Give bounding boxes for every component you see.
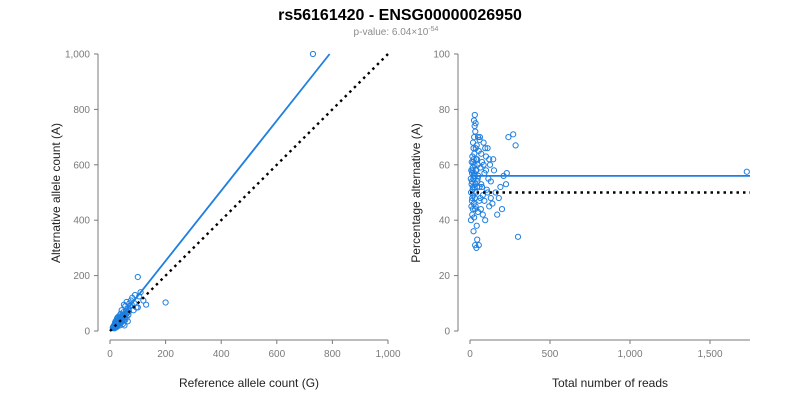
chart-1-data-point xyxy=(743,168,750,175)
chart-0-y-tick-label: 600 xyxy=(73,160,90,171)
chart-0-x-tick-label: 200 xyxy=(157,349,174,360)
chart-1-data-point xyxy=(486,161,494,168)
chart-1-data-point xyxy=(468,189,475,196)
chart-1-y-tick-label: 60 xyxy=(439,160,451,171)
chart-1-data-point xyxy=(490,156,497,163)
chart-1-y-tick-label: 40 xyxy=(439,216,451,227)
chart-0-y-tick-label: 0 xyxy=(84,327,90,338)
chart-0-y-tick-label: 200 xyxy=(73,271,90,282)
chart-1-data-point xyxy=(510,131,517,138)
chart-0-x-tick-label: 400 xyxy=(213,349,230,360)
chart-1-data-point xyxy=(483,186,490,193)
chart-1-data-point xyxy=(471,134,478,141)
chart-1-data-point xyxy=(469,194,476,202)
chart-1-y-tick-label: 100 xyxy=(433,50,450,61)
chart-0-data-point xyxy=(134,273,141,281)
chart-1-data-point xyxy=(469,139,477,146)
chart-1-data-point xyxy=(495,194,502,202)
chart-1-data-point xyxy=(482,217,489,224)
chart-1-data-point xyxy=(482,167,490,174)
chart-1-data-point xyxy=(494,211,501,218)
right-scatter-panel: 0 500 1,000 1,500 0 20 40 60 80 100 Total number o… xyxy=(409,50,750,390)
chart-0-y-tick-label: 400 xyxy=(73,216,90,227)
chart-1-data-point xyxy=(505,134,512,141)
chart-1-data-point xyxy=(487,194,494,202)
chart-1-data-point xyxy=(472,206,479,213)
chart-1-data-point xyxy=(478,150,485,157)
chart-1-data-point xyxy=(486,156,493,163)
chart-1-data-point xyxy=(467,217,475,224)
chart-1-x-tick-label: 500 xyxy=(542,349,559,360)
left-scatter-panel: 0 200 400 600 800 1,000 0 200 400 600 800 1,000 Refe… xyxy=(49,50,401,391)
chart-1-data-point xyxy=(474,236,481,243)
chart-1-y-tick-label: 80 xyxy=(439,105,451,116)
chart-subtitle: p-value: 6.04×10-54 xyxy=(354,26,439,38)
chart-1-x-tick-label: 1,000 xyxy=(617,349,642,360)
chart-1-data-point xyxy=(470,158,477,166)
pvalue-prefix: p-value: 6.04×10 xyxy=(354,27,429,38)
chart-1-data-point xyxy=(472,167,479,174)
chart-1-data-point xyxy=(497,183,504,191)
chart-1-data-point xyxy=(469,167,476,174)
chart-1-y-tick-label: 0 xyxy=(444,327,450,338)
chart-1-data-point xyxy=(484,145,491,152)
chart-1-data-point xyxy=(470,145,477,152)
chart-0-y-tick-label: 1,000 xyxy=(65,50,90,61)
chart-1-data-point xyxy=(469,211,476,218)
chart-1-data-point xyxy=(479,211,486,218)
chart-1-data-point xyxy=(475,242,482,249)
chart-1-y-axis-label: Percentage alternative (A) xyxy=(409,123,423,262)
chart-1-data-point xyxy=(490,167,498,174)
chart-0-y-tick-label: 800 xyxy=(73,105,90,116)
chart-1-data-point xyxy=(512,142,519,149)
pvalue-exponent: -54 xyxy=(428,26,438,33)
chart-1-data-point xyxy=(486,203,493,210)
chart-0-data-point xyxy=(111,321,118,328)
chart-1-data-point xyxy=(471,111,478,119)
chart-1-data-point xyxy=(473,183,481,191)
chart-0-x-tick-label: 1,000 xyxy=(375,349,400,360)
chart-0-data-point xyxy=(162,299,169,306)
chart-1-data-point xyxy=(472,128,479,135)
chart-1-x-tick-label: 1,500 xyxy=(697,349,722,360)
chart-1-data-point xyxy=(468,178,476,185)
chart-1-data-point xyxy=(481,197,488,204)
chart-title: rs56161420 - ENSG00000026950 xyxy=(278,7,522,24)
chart-0-x-tick-label: 0 xyxy=(107,349,113,360)
chart-0-data-point xyxy=(120,301,128,308)
chart-0-x-axis-label: Reference allele count (G) xyxy=(179,376,319,390)
chart-1-data-point xyxy=(480,161,487,168)
chart-1-data-point xyxy=(482,145,489,152)
chart-1-data-point xyxy=(480,139,487,146)
chart-1-data-point xyxy=(474,134,482,141)
chart-1-data-point xyxy=(470,228,477,235)
chart-1-data-point xyxy=(498,206,506,213)
chart-0-x-tick-label: 600 xyxy=(268,349,285,360)
chart-1-x-axis-label: Total number of reads xyxy=(552,376,668,390)
chart-0-data-point xyxy=(126,302,134,310)
chart-0-x-tick-label: 800 xyxy=(324,349,341,360)
chart-1-data-point xyxy=(514,233,522,240)
chart-0-data-point xyxy=(124,318,131,325)
chart-0-data-point xyxy=(137,289,144,296)
chart-1-data-point xyxy=(477,194,484,202)
chart-1-x-tick-label: 0 xyxy=(467,349,473,360)
chart-1-data-point xyxy=(472,120,479,127)
chart-0-data-point xyxy=(121,322,128,329)
chart-1-y-tick-label: 20 xyxy=(439,271,451,282)
chart-0-y-axis-label: Alternative allele count (A) xyxy=(49,123,63,263)
chart-1-data-point xyxy=(476,134,484,141)
chart-0-data-point xyxy=(309,50,317,58)
chart-0-data-point xyxy=(143,301,150,308)
chart-1-data-point xyxy=(502,181,510,188)
chart-1-data-point xyxy=(472,145,479,152)
chart-1-data-point xyxy=(473,222,480,229)
chart-0-fit-line xyxy=(109,53,331,332)
chart-0-reference-line xyxy=(109,53,389,332)
